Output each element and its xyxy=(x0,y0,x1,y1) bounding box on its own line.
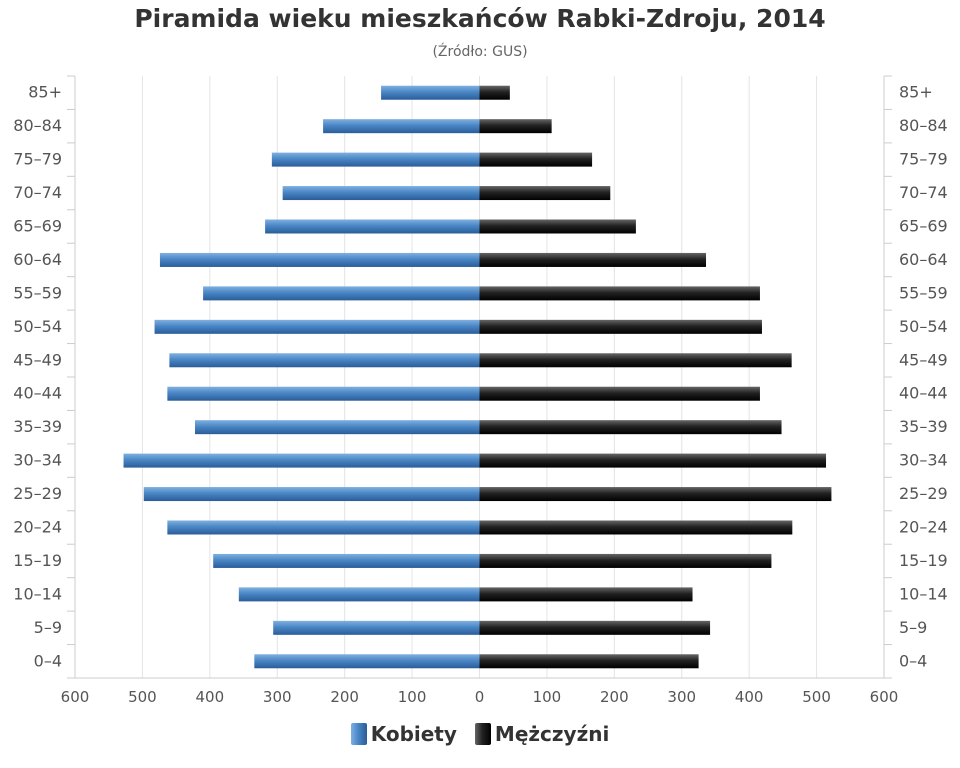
bars xyxy=(123,85,832,669)
x-tick-label: 600 xyxy=(61,688,90,706)
bar-mezczyzni[interactable] xyxy=(479,420,782,435)
y-category-label-left: 20–24 xyxy=(13,518,62,537)
bar-kobiety[interactable] xyxy=(123,453,480,468)
x-tick-label: 500 xyxy=(802,688,831,706)
chart-subtitle: (Źródło: GUS) xyxy=(432,44,528,60)
y-category-label-right: 5–9 xyxy=(899,618,927,637)
y-category-label-left: 75–79 xyxy=(13,150,62,169)
bar-kobiety[interactable] xyxy=(167,520,480,535)
x-tick-label: 300 xyxy=(667,688,696,706)
bar-mezczyzni[interactable] xyxy=(479,587,693,602)
bar-kobiety[interactable] xyxy=(159,252,480,267)
y-category-label-right: 30–34 xyxy=(899,451,948,470)
bar-mezczyzni[interactable] xyxy=(479,386,760,401)
bar-kobiety[interactable] xyxy=(143,487,480,502)
legend-swatch-women xyxy=(350,723,367,745)
labels: 600 500 400 300 200 100 0 100 200 300 400 500 600 85+… xyxy=(13,83,947,706)
bar-mezczyzni[interactable] xyxy=(479,119,552,134)
bar-kobiety[interactable] xyxy=(238,587,480,602)
y-category-label-right: 15–19 xyxy=(899,551,948,570)
bar-kobiety[interactable] xyxy=(271,152,480,167)
y-category-label-right: 70–74 xyxy=(899,183,948,202)
bar-kobiety[interactable] xyxy=(282,186,480,201)
bar-kobiety[interactable] xyxy=(154,319,480,334)
bar-mezczyzni[interactable] xyxy=(479,553,772,568)
y-category-label-left: 55–59 xyxy=(13,283,62,302)
y-category-label-left: 30–34 xyxy=(13,451,62,470)
bar-mezczyzni[interactable] xyxy=(479,453,827,468)
y-category-label-left: 60–64 xyxy=(13,250,62,269)
y-category-label-left: 10–14 xyxy=(13,584,62,603)
x-tick-label: 400 xyxy=(735,688,764,706)
y-category-label-left: 0–4 xyxy=(34,651,62,670)
y-category-label-left: 85+ xyxy=(28,83,62,102)
x-tick-label: 200 xyxy=(330,688,359,706)
y-category-label-left: 15–19 xyxy=(13,551,62,570)
bar-mezczyzni[interactable] xyxy=(479,319,762,334)
y-category-label-right: 65–69 xyxy=(899,217,948,236)
y-category-label-right: 0–4 xyxy=(899,651,927,670)
bar-mezczyzni[interactable] xyxy=(479,219,636,234)
y-category-label-right: 85+ xyxy=(899,83,933,102)
legend-swatch-men xyxy=(474,723,491,745)
y-category-label-left: 50–54 xyxy=(13,317,62,336)
y-category-label-right: 80–84 xyxy=(899,116,948,135)
legend-item-men[interactable]: Mężczyźni xyxy=(474,722,610,746)
bar-mezczyzni[interactable] xyxy=(479,487,832,502)
y-category-label-right: 20–24 xyxy=(899,518,948,537)
x-tick-label: 300 xyxy=(263,688,292,706)
x-tick-label: 200 xyxy=(600,688,629,706)
bar-mezczyzni[interactable] xyxy=(479,654,699,669)
bar-kobiety[interactable] xyxy=(169,353,480,368)
bar-kobiety[interactable] xyxy=(323,119,480,134)
x-tick-label: 100 xyxy=(398,688,427,706)
y-category-label-right: 60–64 xyxy=(899,250,948,269)
bar-mezczyzni[interactable] xyxy=(479,186,611,201)
legend-item-women[interactable]: Kobiety xyxy=(350,722,457,746)
y-category-label-left: 35–39 xyxy=(13,417,62,436)
x-tick-label: 600 xyxy=(870,688,899,706)
y-category-label-left: 65–69 xyxy=(13,217,62,236)
y-category-label-right: 35–39 xyxy=(899,417,948,436)
y-category-label-right: 75–79 xyxy=(899,150,948,169)
y-category-label-right: 40–44 xyxy=(899,384,948,403)
y-category-label-right: 55–59 xyxy=(899,283,948,302)
y-category-label-left: 45–49 xyxy=(13,350,62,369)
bar-kobiety[interactable] xyxy=(254,654,480,669)
bar-kobiety[interactable] xyxy=(273,620,480,635)
y-category-label-right: 45–49 xyxy=(899,350,948,369)
y-category-label-left: 25–29 xyxy=(13,484,62,503)
x-tick-label: 100 xyxy=(533,688,562,706)
bar-mezczyzni[interactable] xyxy=(479,520,793,535)
legend: Kobiety Mężczyźni xyxy=(0,722,960,746)
bar-kobiety[interactable] xyxy=(203,286,480,301)
y-category-label-right: 25–29 xyxy=(899,484,948,503)
x-tick-label: 0 xyxy=(475,688,485,706)
bar-kobiety[interactable] xyxy=(265,219,480,234)
bar-mezczyzni[interactable] xyxy=(479,353,792,368)
bar-kobiety[interactable] xyxy=(167,386,480,401)
chart-title: Piramida wieku mieszkańców Rabki-Zdroju,… xyxy=(134,4,826,33)
axes xyxy=(67,75,892,679)
bar-mezczyzni[interactable] xyxy=(479,85,510,100)
bar-mezczyzni[interactable] xyxy=(479,620,711,635)
y-category-label-left: 40–44 xyxy=(13,384,62,403)
bar-mezczyzni[interactable] xyxy=(479,152,593,167)
y-category-label-left: 70–74 xyxy=(13,183,62,202)
x-tick-label: 400 xyxy=(196,688,225,706)
bar-mezczyzni[interactable] xyxy=(479,286,760,301)
y-category-label-left: 5–9 xyxy=(34,618,62,637)
legend-label-men: Mężczyźni xyxy=(494,722,610,746)
legend-label-women: Kobiety xyxy=(370,722,457,746)
y-category-label-right: 50–54 xyxy=(899,317,948,336)
x-tick-label: 500 xyxy=(128,688,157,706)
y-category-label-right: 10–14 xyxy=(899,584,948,603)
bar-kobiety[interactable] xyxy=(381,85,480,100)
bar-mezczyzni[interactable] xyxy=(479,252,707,267)
bar-kobiety[interactable] xyxy=(195,420,480,435)
bar-kobiety[interactable] xyxy=(213,553,480,568)
y-category-label-left: 80–84 xyxy=(13,116,62,135)
